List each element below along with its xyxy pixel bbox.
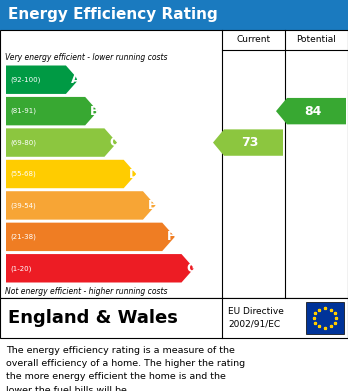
Text: G: G xyxy=(186,262,196,275)
Polygon shape xyxy=(6,97,98,126)
Polygon shape xyxy=(6,254,194,283)
Text: EU Directive
2002/91/EC: EU Directive 2002/91/EC xyxy=(228,307,284,329)
Bar xyxy=(0,298,348,338)
Text: A: A xyxy=(71,73,80,86)
Polygon shape xyxy=(6,191,156,220)
Text: (21-38): (21-38) xyxy=(10,233,36,240)
Text: Energy Efficiency Rating: Energy Efficiency Rating xyxy=(8,7,218,23)
Polygon shape xyxy=(6,128,117,157)
Text: Current: Current xyxy=(236,36,270,45)
Text: D: D xyxy=(128,167,139,181)
Text: (1-20): (1-20) xyxy=(10,265,31,271)
Bar xyxy=(0,30,348,298)
Text: B: B xyxy=(90,105,100,118)
Text: (92-100): (92-100) xyxy=(10,77,40,83)
Polygon shape xyxy=(213,129,283,156)
Text: 84: 84 xyxy=(304,105,322,118)
Text: (39-54): (39-54) xyxy=(10,202,36,209)
Text: E: E xyxy=(148,199,156,212)
Bar xyxy=(0,0,348,30)
Text: F: F xyxy=(167,230,175,243)
Bar xyxy=(306,302,344,334)
Polygon shape xyxy=(276,98,346,124)
Text: Not energy efficient - higher running costs: Not energy efficient - higher running co… xyxy=(5,287,167,296)
Text: (81-91): (81-91) xyxy=(10,108,36,115)
Text: Potential: Potential xyxy=(296,36,337,45)
Text: 73: 73 xyxy=(241,136,259,149)
Polygon shape xyxy=(6,222,175,251)
Polygon shape xyxy=(6,160,136,188)
Text: The energy efficiency rating is a measure of the
overall efficiency of a home. T: The energy efficiency rating is a measur… xyxy=(6,346,245,391)
Text: C: C xyxy=(109,136,118,149)
Text: England & Wales: England & Wales xyxy=(8,309,178,327)
Text: (55-68): (55-68) xyxy=(10,171,36,177)
Polygon shape xyxy=(6,66,79,94)
Text: Very energy efficient - lower running costs: Very energy efficient - lower running co… xyxy=(5,52,167,61)
Text: (69-80): (69-80) xyxy=(10,139,36,146)
